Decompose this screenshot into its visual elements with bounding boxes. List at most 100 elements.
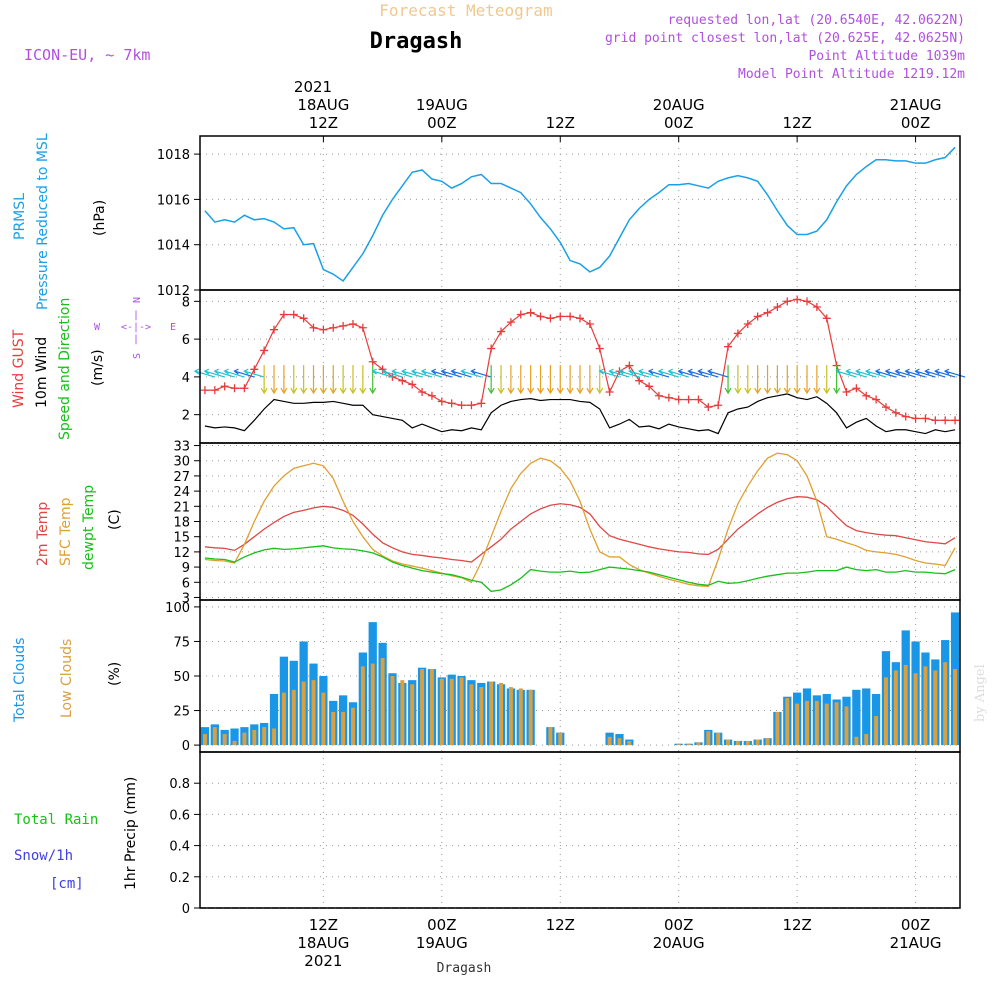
low-cloud-bar [607, 736, 612, 746]
bottom-time-label: 00Z [427, 916, 456, 934]
wind-arrow [223, 368, 245, 378]
low-cloud-bar [499, 682, 504, 746]
wind-arrow [598, 368, 620, 378]
low-cloud-bar [903, 664, 908, 746]
credit-watermark: by Angel [973, 664, 988, 722]
gust-point [704, 403, 713, 412]
gust-point [862, 391, 871, 400]
wind-arrow [914, 368, 936, 378]
pressure-line [204, 146, 956, 282]
wind-arrow [773, 365, 781, 395]
wind-arrow [487, 365, 495, 395]
gust-point [299, 314, 308, 323]
gust-point [240, 384, 249, 393]
gust-point [931, 416, 940, 425]
bottom-time-label: 00Z [664, 916, 693, 934]
low-cloud-bar [676, 743, 681, 746]
low-cloud-bar [627, 740, 632, 746]
wind-arrow [943, 368, 966, 378]
low-cloud-bar [617, 738, 622, 746]
low-cloud-bar [242, 732, 247, 746]
gust-point [536, 312, 545, 321]
wind-arrow [349, 365, 357, 395]
gust-point [319, 325, 328, 334]
y-tick-label: 8 [182, 295, 190, 310]
low-cloud-bar [775, 711, 780, 746]
gust-point [437, 397, 446, 406]
wind-arrow [430, 368, 452, 378]
low-cloud-bar [341, 711, 346, 746]
wind-arrow [193, 368, 216, 378]
wind-arrow [934, 368, 956, 378]
low-cloud-bar [360, 666, 365, 746]
gust-point [753, 312, 762, 321]
gust-point [250, 365, 259, 374]
gust-point [556, 312, 565, 321]
wind-arrow [339, 365, 347, 395]
low-cloud-bar [469, 684, 474, 746]
gust-point [694, 395, 703, 404]
gust-point [566, 312, 575, 321]
gust-point [329, 323, 338, 332]
low-cloud-bar [459, 677, 464, 746]
low-cloud-bar [518, 688, 523, 746]
low-cloud-bar [686, 743, 691, 746]
wind-arrow [243, 368, 265, 378]
top-year: 2021 [294, 78, 332, 96]
wind-arrow [783, 365, 791, 395]
low-cloud-bar [844, 706, 849, 746]
wind-arrow [369, 365, 377, 395]
top-time-label: 12Z [309, 114, 338, 132]
wind-arrow [845, 368, 867, 378]
y-tick-label: 0.4 [169, 840, 190, 855]
low-cloud-bar [429, 669, 434, 746]
dew-label: dewpt Temp [81, 485, 97, 570]
low-cloud-bar [785, 698, 790, 746]
low-cloud-bar [232, 740, 237, 746]
bottom-time-label: 12Z [782, 916, 811, 934]
wind-arrow [884, 368, 907, 378]
low-cloud-bar [410, 684, 415, 746]
bottom-year-label: 2021 [304, 952, 342, 970]
wind-arrow [233, 368, 255, 378]
snow-label: Snow/1h [14, 848, 73, 864]
low-cloud-bar [489, 681, 494, 746]
y-tick-label: 27 [173, 470, 190, 485]
low-cloud-bar [726, 739, 731, 746]
wind-arrow [517, 365, 525, 395]
gust-point [348, 320, 357, 328]
low-cloud-bar [528, 689, 533, 746]
low-cloud-bar [953, 669, 958, 746]
gust-point [270, 325, 279, 334]
gust-point [477, 399, 486, 408]
gust-point [220, 382, 229, 391]
low-cloud-bar [696, 742, 701, 746]
bottom-time-label: 12Z [309, 916, 338, 934]
wind-arrow [300, 365, 308, 395]
low-cloud-bar [351, 707, 355, 746]
svg-text:N: N [132, 297, 143, 303]
y-tick-label: 0.8 [169, 777, 190, 792]
gust-point [743, 320, 752, 328]
plot-area: 1012101410161018246836912151821242730330… [157, 96, 966, 970]
y-tick-label: 0 [182, 739, 190, 754]
y-tick-label: 0.2 [169, 871, 190, 886]
top-time-label: 00Z [664, 114, 693, 132]
wind-arrow [309, 365, 318, 395]
low-cloud-bar [933, 670, 938, 746]
wind-arrow [637, 368, 660, 378]
wind-arrow [657, 368, 680, 378]
wind-arrow [450, 368, 472, 378]
gust-point [911, 414, 920, 423]
point-altitude: Point Altitude 1039m [808, 49, 965, 64]
wind-arrow [401, 368, 423, 378]
gust-point [576, 314, 584, 323]
wind-arrow [647, 368, 670, 378]
model-label: ICON-EU, ~ 7km [24, 46, 150, 64]
gust-point [714, 401, 723, 410]
wind-arrow [677, 368, 699, 378]
gust-point [368, 357, 377, 366]
y-tick-label: 33 [173, 440, 190, 455]
wind-arrow [470, 368, 492, 378]
panel-frame [199, 751, 961, 909]
